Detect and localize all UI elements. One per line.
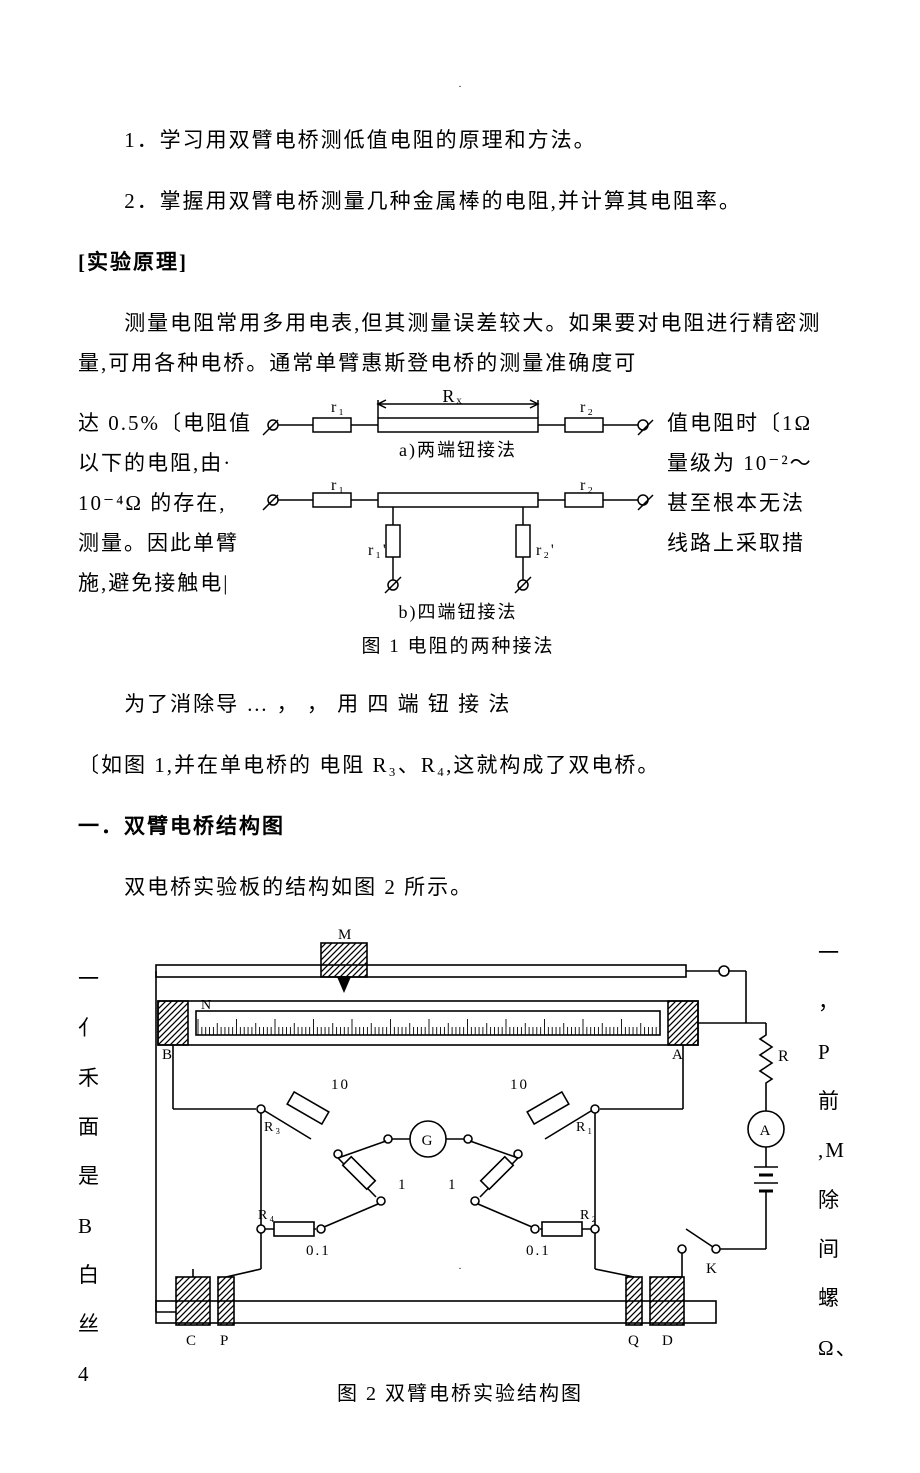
fig1-right-c: 甚至根本无法 xyxy=(667,491,805,515)
fig1-left-c: 10⁻⁴Ω 的存在, xyxy=(78,491,227,515)
fig2-label-p01-l: 0.1 xyxy=(306,1243,331,1259)
fig1-label-r1: r₁ xyxy=(331,399,346,416)
fig1b-label-r2p: r₂' xyxy=(536,542,556,559)
page-body: 1．学习用双臂电桥测低值电阻的原理和方法。 2．掌握用双臂电桥测量几种金属棒的电… xyxy=(0,0,920,1473)
line-2: 2．掌握用双臂电桥测量几种金属棒的电阻,并计算其电阻率。 xyxy=(78,182,842,222)
fig2-label-R1: R₁ xyxy=(576,1120,594,1135)
fig1b-label-r1p: r₁' xyxy=(368,542,388,559)
fig1-left-e: 施,避免接触电| xyxy=(78,571,229,595)
page-footer-dot: . xyxy=(0,1261,920,1272)
fig1-caption-a: a)两端钮接法 xyxy=(399,440,517,461)
fig1-left-b: 以下的电阻,由· xyxy=(78,451,232,475)
fig2-label-Amp: A xyxy=(760,1123,773,1139)
section-head-structure: 一．双臂电桥结构图 xyxy=(78,807,842,847)
fig1-left-text: 达 0.5%〔电阻值 以下的电阻,由· 10⁻⁴Ω 的存在, 测量。因此单臂 施… xyxy=(78,404,253,603)
fig2-label-R2: R₂ xyxy=(580,1208,598,1223)
figure-1-region: 达 0.5%〔电阻值 以下的电阻,由· 10⁻⁴Ω 的存在, 测量。因此单臂 施… xyxy=(78,404,842,664)
fig2-label-N: N xyxy=(201,998,213,1013)
fig1-right-b: 量级为 10⁻²～ xyxy=(667,451,813,475)
para-1: 测量电阻常用多用电表,但其测量误差较大。如果要对电阻进行精密测量,可用各种电桥。… xyxy=(78,304,842,384)
fig1-label-r2: r₂ xyxy=(580,399,595,416)
fig1-right-a: 值电阻时〔1Ω xyxy=(667,411,812,435)
line-1: 1．学习用双臂电桥测低值电阻的原理和方法。 xyxy=(78,121,842,161)
fig1-main-caption: 图 1 电阻的两种接法 xyxy=(361,635,554,657)
fig2-label-one-r: 1 xyxy=(448,1177,458,1193)
after-fig1-b: 〔如图 1,并在单电桥的 电阻 R₃、R₄,这就构成了双电桥。 xyxy=(78,746,842,786)
fig2-label-R4: R₄ xyxy=(258,1208,276,1223)
fig2-label-ten-l: 10 xyxy=(331,1077,350,1093)
fig2-label-one-l: 1 xyxy=(398,1177,408,1193)
fig2-label-R: R xyxy=(778,1048,791,1065)
fig1-left-a: 达 0.5%〔电阻值 xyxy=(78,411,252,435)
fig2-label-M: M xyxy=(338,929,353,943)
page-header-dot: . xyxy=(0,80,920,90)
fig1b-label-r2: r₂ xyxy=(580,477,595,494)
fig2-label-G: G xyxy=(422,1133,435,1149)
fig2-caption: 图 2 双臂电桥实验结构图 xyxy=(78,1375,842,1413)
fig2-label-ten-r: 10 xyxy=(510,1077,529,1093)
para-2: 双电桥实验板的结构如图 2 所示。 xyxy=(78,868,842,908)
fig1-left-d: 测量。因此单臂 xyxy=(78,531,239,555)
figure-2-region: 一亻禾面是B白丝4 一，P前,M除间螺Ω、 M xyxy=(78,929,842,1369)
section-head-principle: [实验原理] xyxy=(78,243,842,283)
fig2-label-D: D xyxy=(662,1333,675,1349)
fig2-label-Q: Q xyxy=(628,1333,641,1349)
fig2-label-P: P xyxy=(220,1333,230,1349)
after-fig1-a: 为了消除导 … ， ， 用 四 端 钮 接 法 xyxy=(78,685,842,725)
fig2-label-C: C xyxy=(186,1333,198,1349)
figure-2-svg: M N B A xyxy=(106,929,816,1369)
fig1-right-text: 值电阻时〔1Ω 量级为 10⁻²～ 甚至根本无法 线路上采取措 xyxy=(667,404,842,564)
figure-1-svg: r₁ Rₓ r₂ a)两端钮接法 xyxy=(258,390,658,670)
fig2-label-R3: R₃ xyxy=(264,1120,282,1135)
fig1-caption-b: b)四端钮接法 xyxy=(399,602,518,623)
fig2-left-letters: 一亻禾面是B白丝4 xyxy=(78,955,98,1399)
fig1b-label-r1: r₁ xyxy=(331,477,346,494)
fig2-label-p01-r: 0.1 xyxy=(526,1243,551,1259)
fig1-label-Rx: Rₓ xyxy=(442,390,463,406)
fig2-right-letters: 一，P前,M除间螺Ω、 xyxy=(818,929,842,1373)
fig1-right-d: 线路上采取措 xyxy=(667,531,805,555)
